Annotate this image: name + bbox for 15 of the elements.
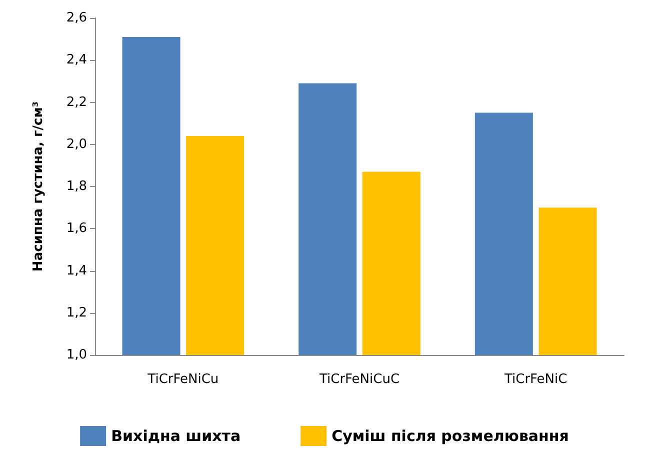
x-tick-label: TiCrFeNiCuC xyxy=(318,372,400,387)
legend-label: Вихідна шихта xyxy=(111,427,241,445)
x-tick-label: TiCrFeNiC xyxy=(503,372,568,387)
y-tick-label: 1,2 xyxy=(66,305,87,320)
y-tick-label: 2,0 xyxy=(66,136,87,152)
y-tick-label: 2,6 xyxy=(66,10,87,26)
x-tick-label: TiCrFeNiCu xyxy=(146,372,219,387)
y-axis-title: Насипна густина, г/см³ xyxy=(31,101,46,272)
legend-label: Суміш після розмелювання xyxy=(332,427,569,445)
y-tick-label: 2,4 xyxy=(66,52,87,68)
y-tick-label: 1,8 xyxy=(66,179,87,194)
y-tick-label: 1,6 xyxy=(66,221,87,236)
y-tick-label: 1,4 xyxy=(66,263,87,278)
y-tick-label: 1,0 xyxy=(66,348,87,362)
y-tick-label: 2,2 xyxy=(66,94,87,110)
